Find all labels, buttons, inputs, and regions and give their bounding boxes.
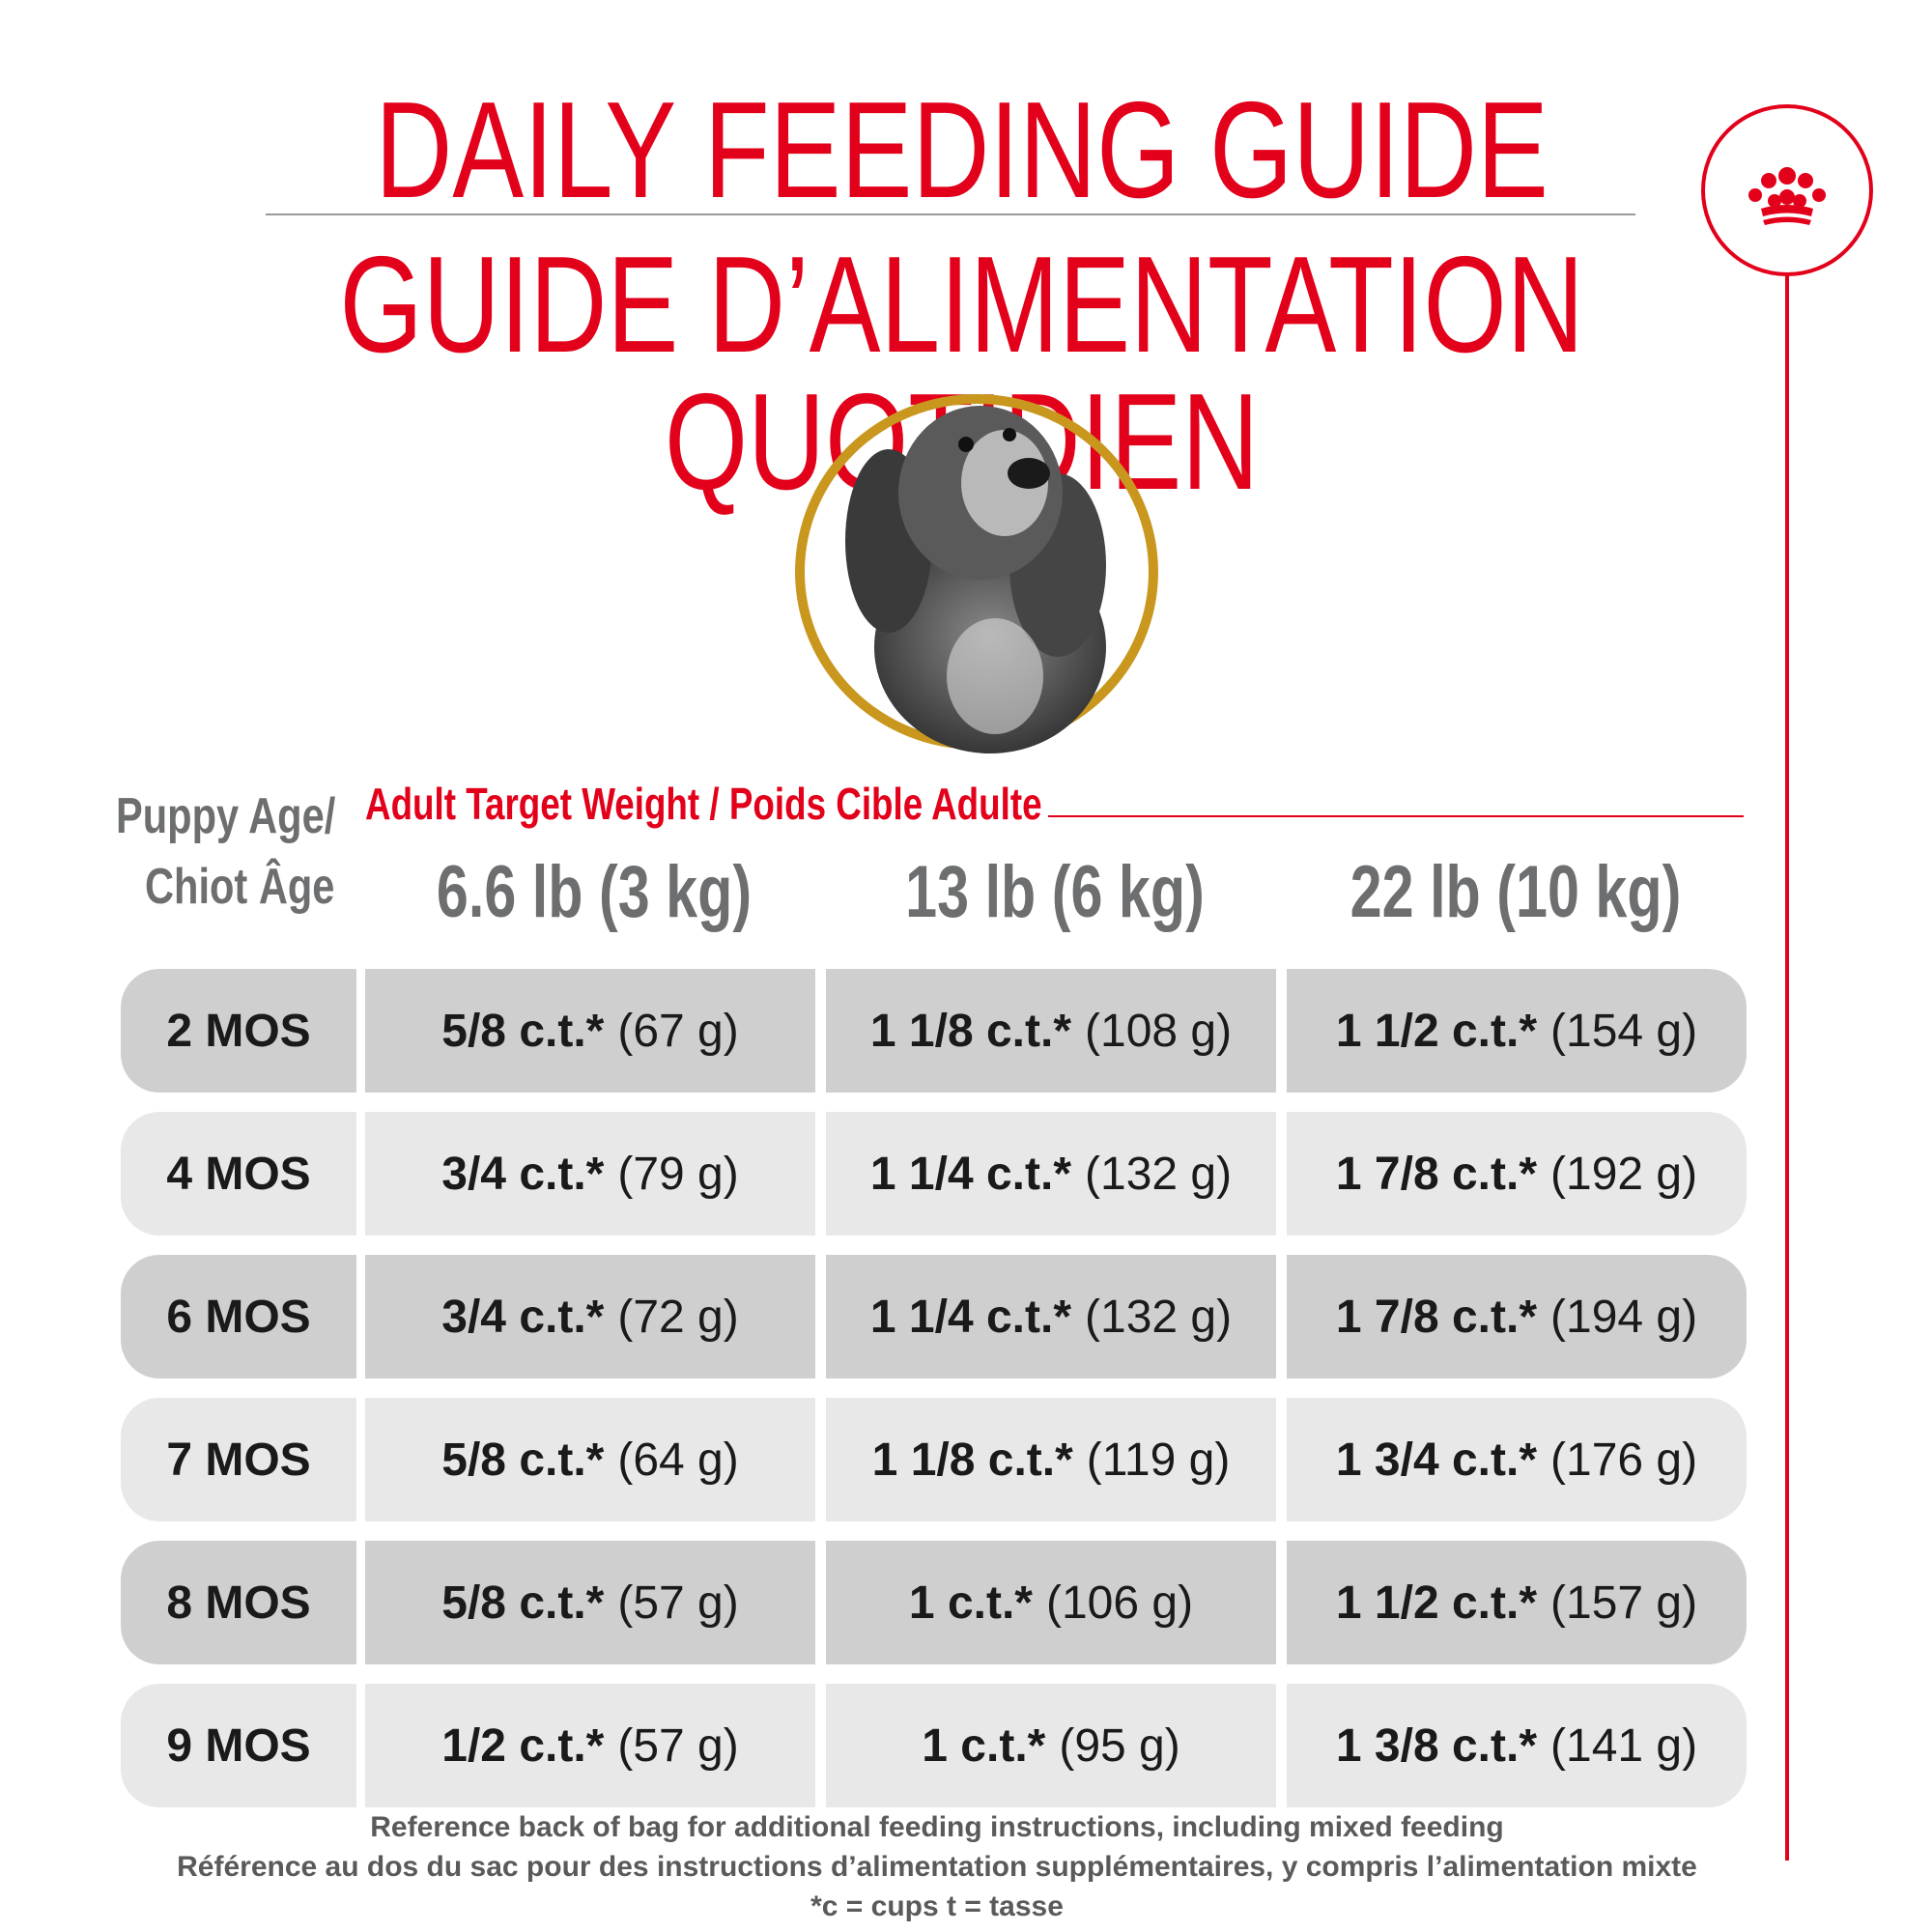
feeding-cell: 1 1/2 c.t.* (157 g) [1287, 1541, 1747, 1664]
table-row: 9 MOS 1/2 c.t.* (57 g) 1 c.t.* (95 g) 1 3/… [121, 1684, 1747, 1807]
feeding-cell: 1 1/4 c.t.* (132 g) [826, 1255, 1276, 1378]
cups-amount: 1 1/8 c.t.* [869, 1005, 1072, 1057]
grams-amount: (67 g) [617, 1005, 739, 1057]
target-weight-rule [1048, 815, 1744, 817]
cups-amount: 3/4 c.t.* [441, 1291, 605, 1343]
feeding-cell: 1 1/8 c.t.* (119 g) [826, 1398, 1276, 1521]
table-row: 4 MOS 3/4 c.t.* (79 g) 1 1/4 c.t.* (132 g)… [121, 1112, 1747, 1236]
weight-header-2: 13 lb (6 kg) [905, 851, 1205, 933]
weight-header-3: 22 lb (10 kg) [1350, 851, 1682, 933]
feeding-cell: 5/8 c.t.* (67 g) [365, 969, 815, 1093]
footer-note-en: Reference back of bag for additional fee… [370, 1811, 1504, 1843]
grams-amount: (176 g) [1550, 1434, 1698, 1486]
cups-amount: 5/8 c.t.* [441, 1434, 605, 1486]
feeding-cell: 1/2 c.t.* (57 g) [365, 1684, 815, 1807]
grams-amount: (157 g) [1550, 1577, 1698, 1629]
feeding-cell: 1 3/4 c.t.* (176 g) [1287, 1398, 1747, 1521]
grams-amount: (72 g) [617, 1291, 739, 1343]
grams-amount: (141 g) [1550, 1719, 1698, 1772]
cups-amount: 3/4 c.t.* [441, 1148, 605, 1200]
table-row: 7 MOS 5/8 c.t.* (64 g) 1 1/8 c.t.* (119 g)… [121, 1398, 1747, 1521]
cups-amount: 1 3/8 c.t.* [1335, 1719, 1538, 1772]
grams-amount: (57 g) [617, 1577, 739, 1629]
cups-amount: 1 c.t.* [922, 1719, 1046, 1772]
cups-amount: 1 c.t.* [908, 1577, 1033, 1629]
grams-amount: (154 g) [1550, 1005, 1698, 1057]
feeding-cell: 1 7/8 c.t.* (194 g) [1287, 1255, 1747, 1378]
page-title: DAILY FEEDING GUIDE [375, 73, 1548, 227]
grams-amount: (108 g) [1085, 1005, 1233, 1057]
cups-amount: 1/2 c.t.* [441, 1719, 605, 1772]
age-cell: 2 MOS [121, 969, 356, 1093]
cups-amount: 1 1/4 c.t.* [869, 1148, 1072, 1200]
age-column-label: Puppy Age/ [116, 788, 336, 844]
age-column-label-fr: Chiot Âge [145, 859, 335, 915]
feeding-cell: 1 1/4 c.t.* (132 g) [826, 1112, 1276, 1236]
feeding-cell: 3/4 c.t.* (72 g) [365, 1255, 815, 1378]
grams-amount: (95 g) [1059, 1719, 1180, 1772]
feeding-cell: 1 7/8 c.t.* (192 g) [1287, 1112, 1747, 1236]
feeding-cell: 1 3/8 c.t.* (141 g) [1287, 1684, 1747, 1807]
cups-amount: 1 3/4 c.t.* [1335, 1434, 1538, 1486]
age-cell: 4 MOS [121, 1112, 356, 1236]
feeding-cell: 5/8 c.t.* (64 g) [365, 1398, 815, 1521]
grams-amount: (132 g) [1085, 1291, 1233, 1343]
grams-amount: (106 g) [1045, 1577, 1194, 1629]
weight-header-1: 6.6 lb (3 kg) [436, 851, 753, 933]
cups-amount: 1 1/8 c.t.* [871, 1434, 1073, 1486]
grams-amount: (57 g) [617, 1719, 739, 1772]
grams-amount: (79 g) [617, 1148, 739, 1200]
feeding-cell: 1 c.t.* (106 g) [826, 1541, 1276, 1664]
cups-amount: 1 1/2 c.t.* [1335, 1005, 1538, 1057]
feeding-cell: 1 c.t.* (95 g) [826, 1684, 1276, 1807]
cups-amount: 5/8 c.t.* [441, 1577, 605, 1629]
feeding-cell: 1 1/8 c.t.* (108 g) [826, 969, 1276, 1093]
target-weight-label: Adult Target Weight / Poids Cible Adulte [365, 779, 1042, 829]
table-row: 6 MOS 3/4 c.t.* (72 g) 1 1/4 c.t.* (132 g)… [121, 1255, 1747, 1378]
grams-amount: (119 g) [1086, 1434, 1231, 1486]
brand-line [1785, 276, 1789, 1861]
cups-amount: 5/8 c.t.* [441, 1005, 605, 1057]
feeding-cell: 1 1/2 c.t.* (154 g) [1287, 969, 1747, 1093]
cups-amount: 1 1/4 c.t.* [869, 1291, 1072, 1343]
age-cell: 6 MOS [121, 1255, 356, 1378]
feeding-cell: 3/4 c.t.* (79 g) [365, 1112, 815, 1236]
age-cell: 9 MOS [121, 1684, 356, 1807]
age-cell: 7 MOS [121, 1398, 356, 1521]
table-row: 2 MOS 5/8 c.t.* (67 g) 1 1/8 c.t.* (108 g)… [121, 969, 1747, 1093]
feeding-cell: 5/8 c.t.* (57 g) [365, 1541, 815, 1664]
crown-icon [1748, 167, 1826, 225]
age-cell: 8 MOS [121, 1541, 356, 1664]
footer-note-fr: Référence au dos du sac pour des instruc… [177, 1851, 1697, 1883]
puppy-photo [845, 406, 1106, 753]
table-row: 8 MOS 5/8 c.t.* (57 g) 1 c.t.* (106 g) 1 1… [121, 1541, 1747, 1664]
grams-amount: (64 g) [617, 1434, 739, 1486]
grams-amount: (194 g) [1550, 1291, 1698, 1343]
grams-amount: (132 g) [1085, 1148, 1233, 1200]
footer-units-note: *c = cups t = tasse [810, 1890, 1064, 1922]
cups-amount: 1 7/8 c.t.* [1335, 1291, 1538, 1343]
brand-logo [1701, 104, 1873, 276]
cups-amount: 1 7/8 c.t.* [1335, 1148, 1538, 1200]
title-divider [266, 213, 1635, 215]
grams-amount: (192 g) [1550, 1148, 1698, 1200]
cups-amount: 1 1/2 c.t.* [1335, 1577, 1538, 1629]
